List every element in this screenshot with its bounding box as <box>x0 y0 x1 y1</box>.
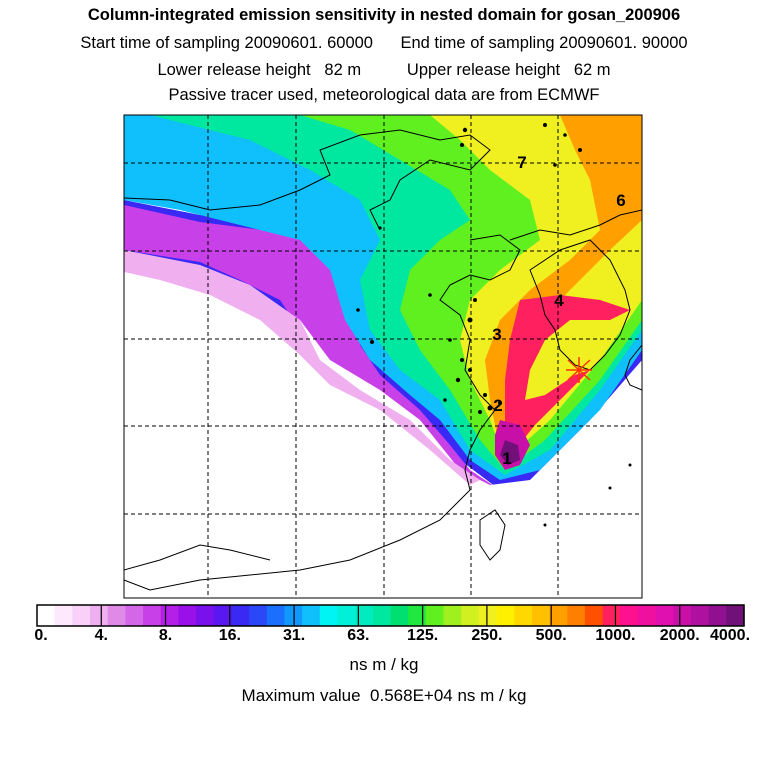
colorbar-cell <box>514 605 533 626</box>
region-label-4: 4 <box>554 291 564 310</box>
colorbar-tick-label: 1000. <box>595 627 636 644</box>
colorbar-cell <box>726 605 745 626</box>
colorbar-cell <box>90 605 109 626</box>
coastline-taiwan <box>479 509 506 561</box>
colorbar-cell <box>478 605 498 626</box>
coastline-mainland <box>124 129 491 231</box>
colorbar-cell <box>319 605 339 626</box>
region-label-1: 1 <box>502 449 512 468</box>
units-label: ns m / kg <box>349 655 419 674</box>
colorbar-cell <box>673 605 692 626</box>
colorbar-tick-label: 125. <box>407 627 439 644</box>
colorbar-tick-label: 8. <box>158 627 173 644</box>
colorbar-cell <box>567 605 586 626</box>
colorbar-cell <box>266 605 286 626</box>
sensitivity-field <box>124 115 642 598</box>
colorbar-cell <box>372 605 392 626</box>
colorbar-cell <box>584 605 604 626</box>
colorbar-cell <box>408 605 427 626</box>
release-heights: Lower release height 82 m Upper release … <box>157 61 611 79</box>
colorbar-tick-label: 63. <box>347 627 370 644</box>
colorbar-cell <box>461 605 480 626</box>
colorbar-cell <box>37 605 56 626</box>
colorbar-cell <box>655 605 674 626</box>
receptor-marker <box>566 357 592 383</box>
colorbar-cell <box>231 605 250 626</box>
colorbar-cell <box>531 605 551 626</box>
region-label-3: 3 <box>492 325 502 344</box>
colorbar-cell <box>443 605 462 626</box>
coastline-korea <box>529 239 631 371</box>
field-level-red <box>505 295 630 450</box>
map-frame <box>123 114 643 599</box>
tracer-info: Passive tracer used, meteorological data… <box>168 86 600 104</box>
region-label-2: 2 <box>493 396 503 415</box>
colorbar-tick-label: 16. <box>218 627 241 644</box>
colorbar-tick-label: 250. <box>471 627 503 644</box>
colorbar-cell <box>549 605 568 626</box>
coastline-bohai <box>124 234 521 591</box>
colorbar-tick-label: 4. <box>94 627 108 644</box>
colorbar-tick-label: 0. <box>34 627 48 644</box>
colorbar-cell <box>637 605 657 626</box>
colorbar-cell <box>143 605 162 626</box>
colorbar-cell <box>602 605 621 626</box>
colorbar-cell <box>249 605 268 626</box>
graticule <box>124 115 642 598</box>
colorbar-cell <box>302 605 321 626</box>
region-label-7: 7 <box>517 153 527 172</box>
colorbar-cell <box>620 605 639 626</box>
colorbar-cell <box>72 605 91 626</box>
field-level-orange <box>485 115 642 450</box>
region-label-6: 6 <box>616 191 626 210</box>
colorbar-cell <box>337 605 356 626</box>
colorbar-cell <box>54 605 73 626</box>
colorbar-cell <box>125 605 144 626</box>
coastline-inland-south <box>124 544 271 571</box>
coastlines <box>124 129 642 591</box>
colorbar-cell <box>496 605 515 626</box>
lakes <box>356 123 632 527</box>
colorbar-cell <box>390 605 409 626</box>
coastline-japan <box>624 344 642 391</box>
colorbar-tick-label: 2000. <box>659 627 700 644</box>
colorbar-cell <box>690 605 710 626</box>
colorbar-cell <box>178 605 197 626</box>
colorbar-cell <box>213 605 233 626</box>
field-level-max <box>500 440 520 465</box>
colorbar-tick-label: 500. <box>535 627 567 644</box>
colorbar-cell <box>107 605 126 626</box>
colorbar-tick-label: 4000. <box>709 627 751 644</box>
maximum-value: Maximum value 0.568E+04 ns m / kg <box>241 686 527 705</box>
coastline-northeast <box>509 209 642 241</box>
colorbar-cell <box>355 605 374 626</box>
plot-title: Column-integrated emission sensitivity i… <box>87 6 681 24</box>
colorbar-cell <box>160 605 179 626</box>
colorbar-cell <box>196 605 215 626</box>
colorbar-tick-label: 31. <box>282 627 306 644</box>
field-level-pale <box>124 250 480 485</box>
sampling-times: Start time of sampling 20090601. 60000 E… <box>80 34 688 52</box>
colorbar-cell <box>708 605 727 626</box>
colorbar-cell <box>425 605 445 626</box>
